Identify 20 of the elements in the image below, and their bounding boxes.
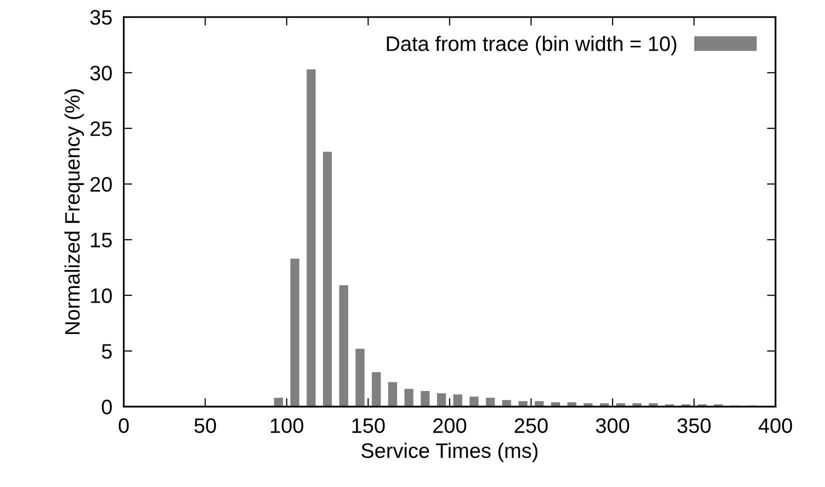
y-tick-label: 10 <box>91 288 112 304</box>
y-tick-label: 15 <box>91 232 112 248</box>
y-tick-label: 35 <box>90 10 112 25</box>
x-tick-label: 350 <box>677 418 711 434</box>
legend-label: Data from trace (bin width = 10) <box>386 36 676 56</box>
x-tick-label: 250 <box>514 418 548 434</box>
y-tick-label: 25 <box>90 121 112 136</box>
x-tick-label: 150 <box>352 418 385 434</box>
y-axis-title: Normalized Frequency (%) <box>64 89 84 334</box>
y-tick-label: 30 <box>90 66 112 80</box>
x-tick-label: 300 <box>596 418 630 434</box>
x-tick-label: 100 <box>270 418 304 434</box>
x-tick-label: 400 <box>758 418 792 434</box>
x-tick-label: 200 <box>433 418 466 434</box>
x-axis-title: Service Times (ms) <box>361 442 538 462</box>
y-tick-label: 20 <box>90 177 112 192</box>
x-tick-label: 50 <box>194 418 216 434</box>
y-tick-label: 5 <box>102 344 112 359</box>
x-tick-label: 0 <box>118 418 129 434</box>
y-tick-label: 0 <box>102 400 112 414</box>
